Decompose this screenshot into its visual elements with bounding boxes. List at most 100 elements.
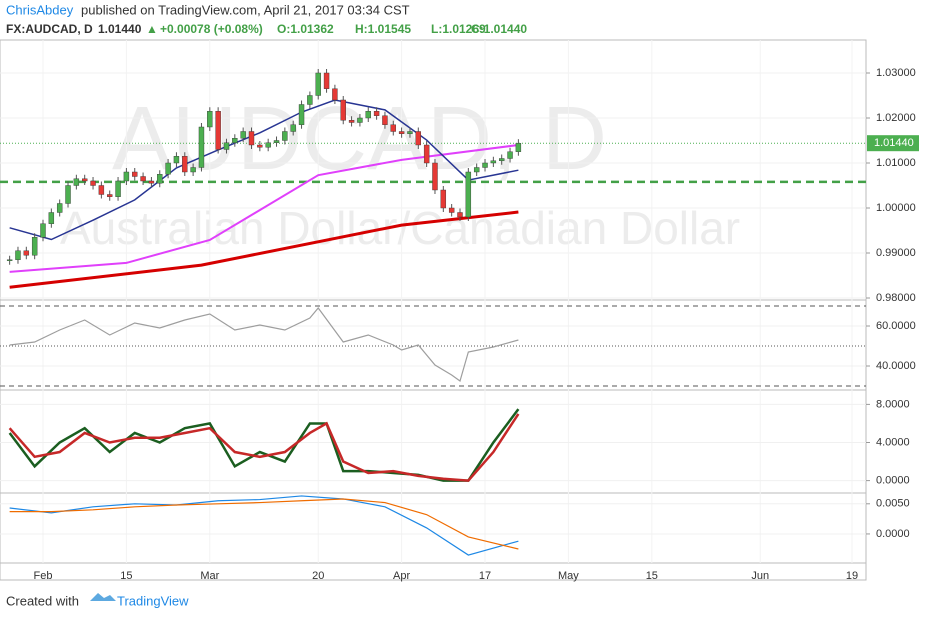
close: C:1.01440 bbox=[471, 22, 527, 36]
candle bbox=[48, 212, 55, 224]
candle bbox=[65, 185, 71, 204]
candle bbox=[157, 174, 163, 184]
candle bbox=[440, 189, 447, 209]
symbol: FX:AUDCAD, D bbox=[6, 22, 93, 36]
candle bbox=[198, 126, 205, 168]
y-tick-label: 0.0050 bbox=[876, 498, 910, 510]
author[interactable]: ChrisAbdey bbox=[6, 2, 74, 17]
candle bbox=[15, 250, 21, 260]
x-tick-label: 15 bbox=[120, 570, 132, 582]
y-tick-label: 0.0000 bbox=[876, 528, 910, 540]
candle bbox=[473, 167, 480, 173]
x-tick-label: Apr bbox=[393, 570, 410, 582]
candle bbox=[499, 158, 505, 161]
indicator-line bbox=[9, 143, 519, 273]
candle bbox=[173, 156, 180, 164]
candle bbox=[265, 142, 271, 148]
candle bbox=[340, 99, 346, 121]
candle bbox=[457, 212, 463, 218]
plot-frame bbox=[0, 39, 867, 581]
x-tick-label: May bbox=[558, 570, 579, 582]
candle bbox=[348, 120, 355, 123]
candle bbox=[240, 131, 246, 139]
candle bbox=[423, 144, 430, 164]
y-tick-label: 1.03000 bbox=[876, 67, 916, 79]
x-tick-label: Feb bbox=[34, 570, 53, 582]
candle bbox=[515, 142, 522, 152]
indicator-line bbox=[9, 99, 519, 241]
candle bbox=[107, 194, 113, 197]
candle bbox=[257, 144, 263, 148]
published: published on TradingView.com, April 21, … bbox=[81, 2, 410, 17]
candle bbox=[81, 178, 88, 182]
x-tick-label: 20 bbox=[312, 570, 324, 582]
candle bbox=[448, 207, 455, 213]
indicator-line bbox=[8, 413, 520, 482]
candle bbox=[490, 160, 497, 164]
candle bbox=[315, 72, 321, 96]
candle bbox=[6, 259, 13, 261]
candle bbox=[223, 142, 230, 150]
x-tick-label: Jun bbox=[751, 570, 769, 582]
x-tick-label: Mar bbox=[200, 570, 219, 582]
candle bbox=[232, 138, 238, 143]
candle bbox=[31, 237, 38, 256]
candle bbox=[365, 111, 371, 119]
indicator-line bbox=[9, 495, 519, 556]
candle bbox=[132, 171, 138, 177]
candle bbox=[165, 162, 171, 175]
y-tick-label: 0.0000 bbox=[876, 475, 910, 487]
candle bbox=[482, 162, 488, 168]
x-tick-label: 19 bbox=[846, 570, 858, 582]
candle bbox=[56, 203, 63, 213]
candle bbox=[465, 171, 472, 218]
candle bbox=[373, 111, 380, 116]
y-tick-label: 60.0000 bbox=[876, 320, 916, 332]
candle bbox=[123, 171, 130, 182]
candle bbox=[98, 185, 105, 195]
candle bbox=[432, 162, 438, 191]
candle bbox=[73, 178, 80, 186]
open: O:1.01362 bbox=[277, 22, 334, 36]
low: L:1.01269 bbox=[431, 22, 486, 36]
y-tick-label: 1.00000 bbox=[876, 202, 916, 214]
candle bbox=[282, 131, 288, 141]
y-tick-label: 0.98000 bbox=[876, 292, 916, 304]
logo bbox=[90, 593, 116, 601]
watermark-name: Australian Dollar/Canadian Dollar bbox=[60, 202, 740, 254]
candle bbox=[90, 180, 96, 186]
x-tick-label: 17 bbox=[479, 570, 491, 582]
candle bbox=[415, 131, 421, 146]
candle bbox=[190, 167, 196, 173]
price: 1.01440 bbox=[98, 22, 142, 36]
candle bbox=[273, 140, 280, 143]
candle bbox=[248, 131, 255, 146]
change: +0.00078 (+0.08%) bbox=[160, 22, 263, 36]
candle bbox=[115, 180, 121, 197]
candle bbox=[148, 180, 155, 184]
y-tick-label: 1.01000 bbox=[876, 157, 916, 169]
candle bbox=[182, 156, 188, 173]
footer-brand[interactable]: TradingView bbox=[117, 593, 189, 608]
candle bbox=[215, 111, 221, 150]
high: H:1.01545 bbox=[355, 22, 411, 36]
x-tick-label: 15 bbox=[646, 570, 658, 582]
y-tick-label: 4.0000 bbox=[876, 436, 910, 448]
footer-created: Created with bbox=[6, 593, 79, 608]
candle bbox=[398, 131, 405, 134]
candle bbox=[407, 131, 413, 134]
candle bbox=[40, 223, 46, 238]
last-price-label: 1.01440 bbox=[874, 137, 914, 149]
candle bbox=[332, 88, 338, 101]
candle bbox=[390, 124, 396, 132]
candle bbox=[507, 151, 513, 159]
candle bbox=[323, 72, 330, 89]
candle bbox=[290, 124, 296, 132]
y-tick-label: 8.0000 bbox=[876, 398, 910, 410]
candle bbox=[357, 117, 363, 123]
y-tick-label: 1.02000 bbox=[876, 112, 916, 124]
indicator-line bbox=[9, 498, 519, 550]
